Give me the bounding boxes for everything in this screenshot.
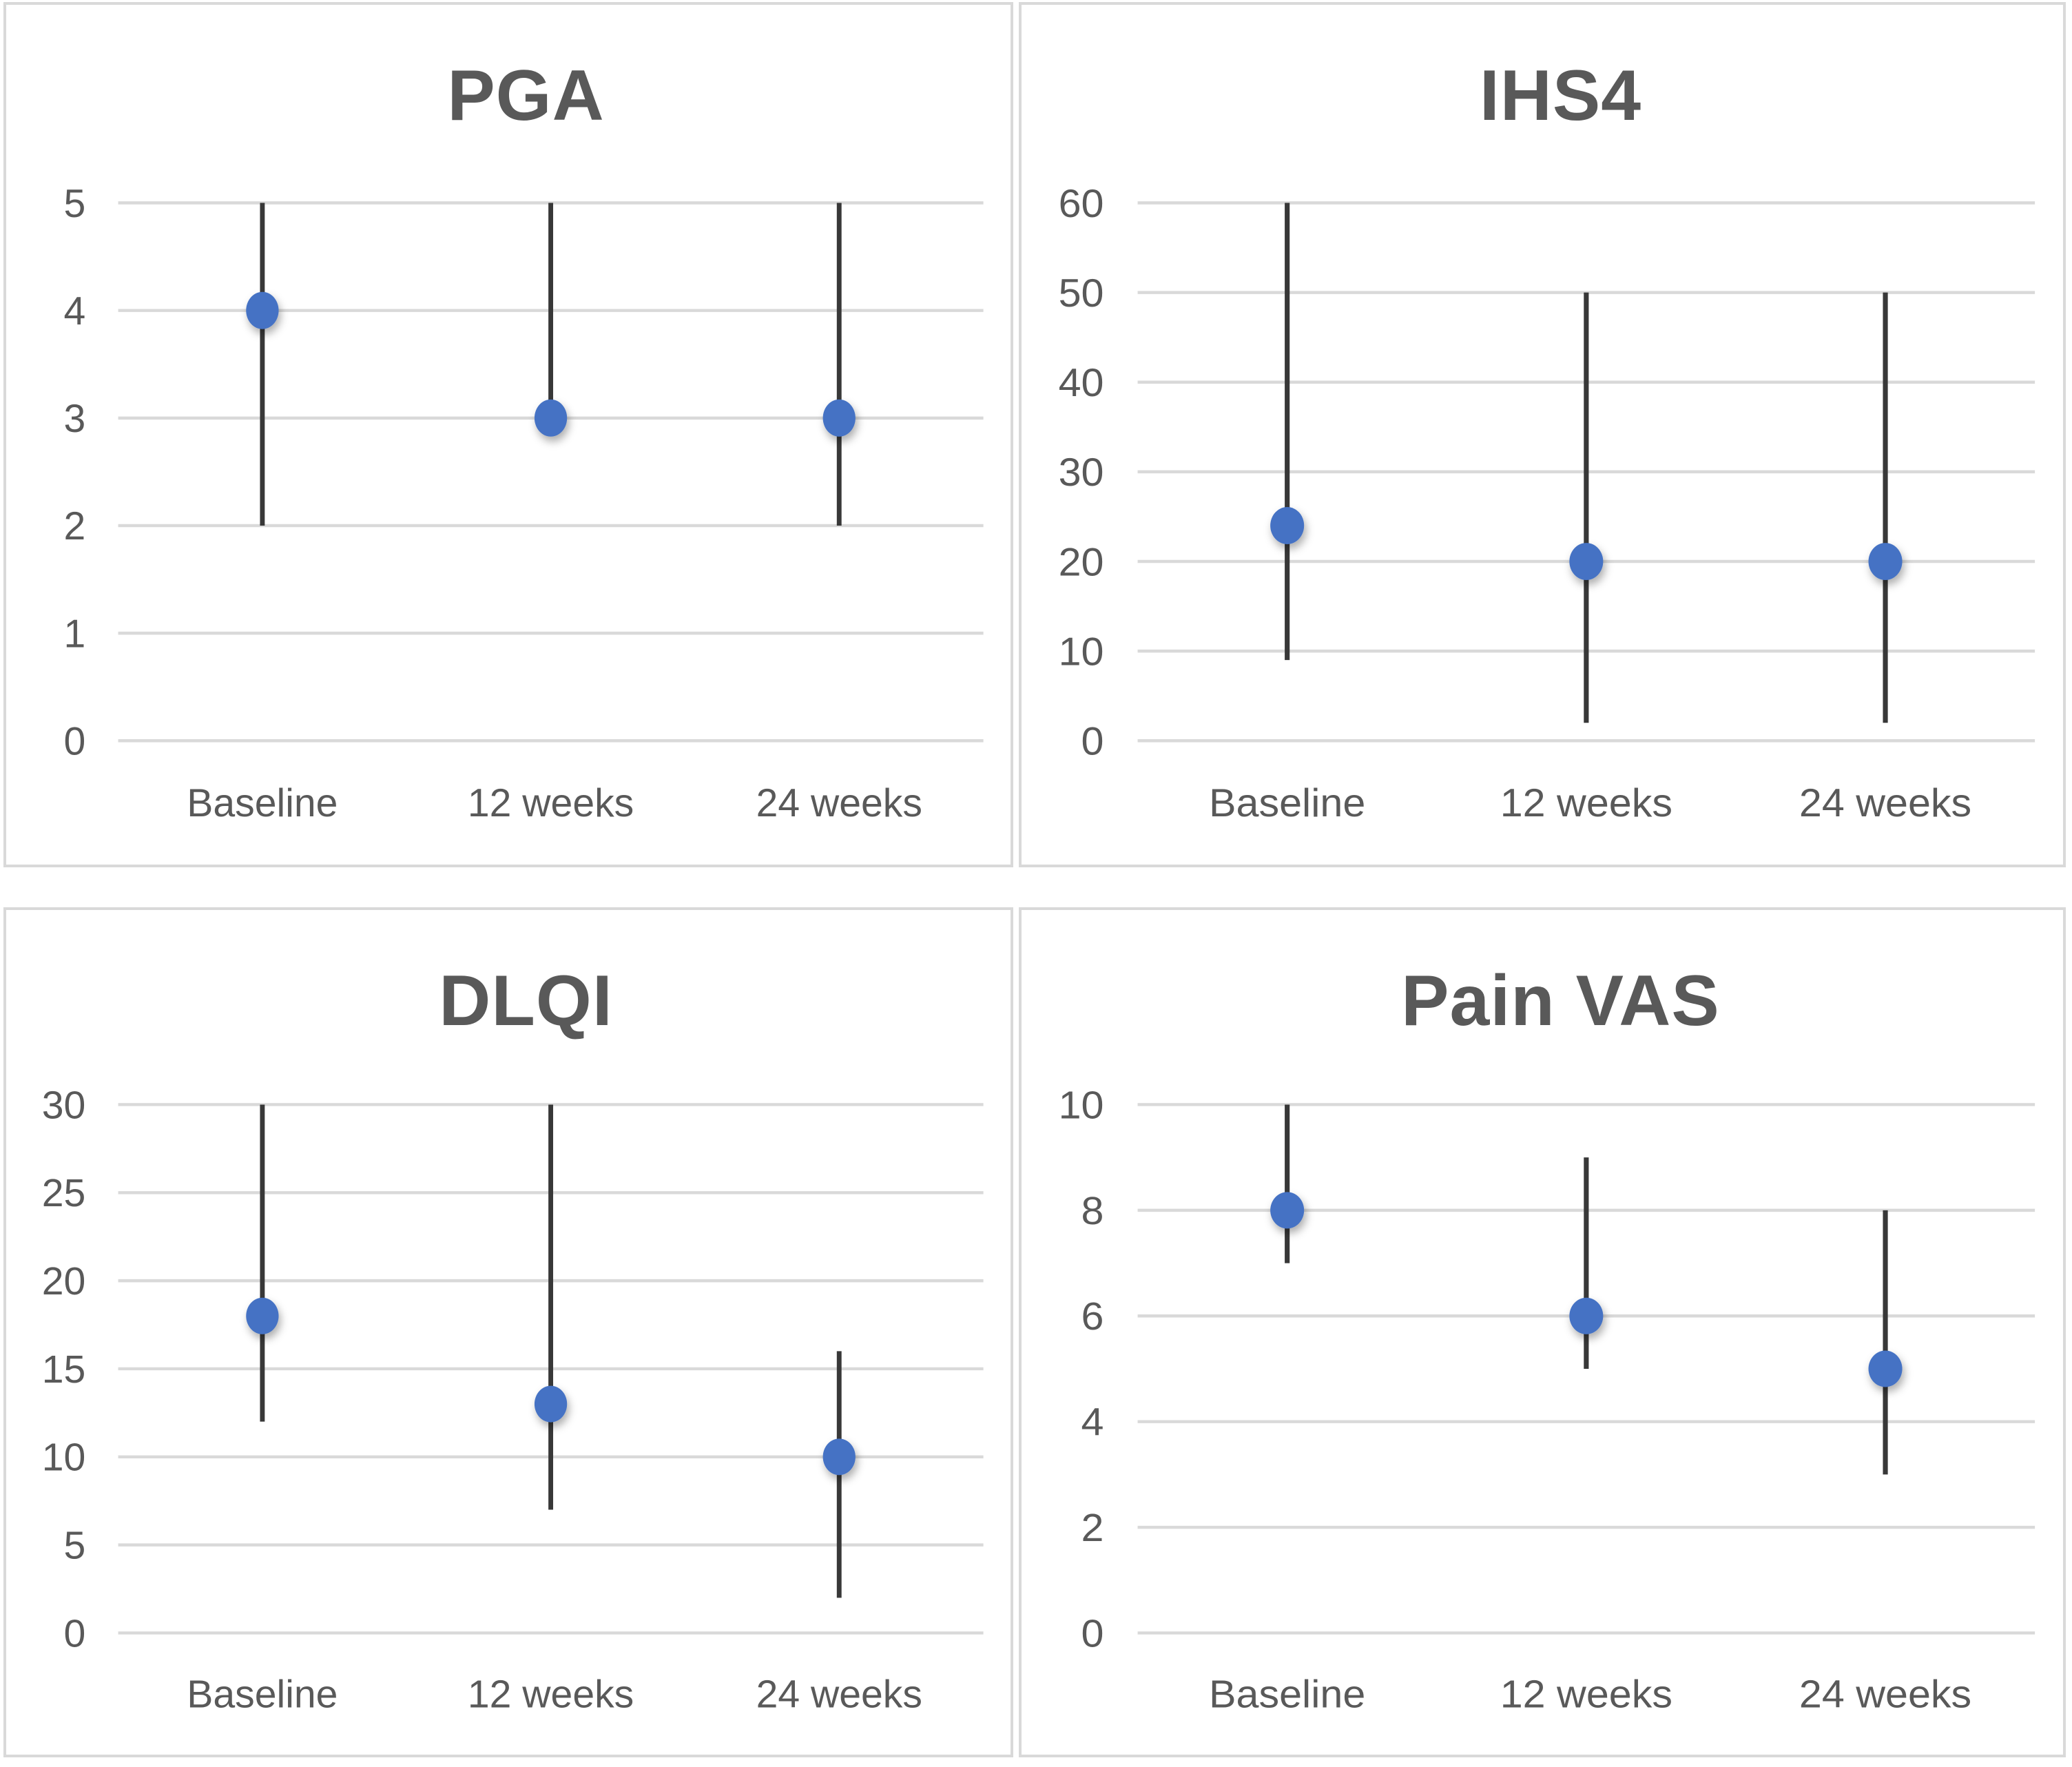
x-category-label: 12 weeks: [1500, 1672, 1672, 1716]
y-tick-label: 6: [1081, 1294, 1104, 1339]
y-tick-label: 0: [1081, 719, 1104, 763]
data-point-marker: [246, 1297, 279, 1334]
y-tick-label: 3: [63, 397, 85, 441]
data-point-marker: [534, 399, 568, 437]
x-category-label: Baseline: [1209, 781, 1365, 825]
y-tick-label: 50: [1059, 271, 1104, 316]
x-category-label: 12 weeks: [1500, 781, 1672, 825]
y-tick-label: 60: [1059, 181, 1104, 225]
data-point-marker: [246, 291, 279, 329]
y-tick-label: 8: [1081, 1189, 1104, 1233]
data-point-marker: [1868, 543, 1903, 580]
data-point-marker: [822, 1438, 856, 1476]
data-point-marker: [1270, 1192, 1305, 1229]
y-tick-label: 25: [42, 1171, 86, 1215]
chart-title-pain-vas: Pain VAS: [1401, 961, 1720, 1041]
chart-panel-ihs4: IHS4 0 10 20 30 40 50 60 Baseline 12 weeks 24 wee…: [1019, 2, 2066, 867]
y-tick-label: 2: [63, 504, 85, 548]
x-category-label: 12 weeks: [468, 781, 634, 825]
chart-title-pga: PGA: [447, 56, 605, 136]
data-point-marker: [1270, 507, 1305, 544]
x-category-label: 24 weeks: [1799, 781, 1971, 825]
chart-title-ihs4: IHS4: [1479, 56, 1642, 136]
chart-ihs4: 0 10 20 30 40 50 60 Baseline 12 weeks 24 weeks: [1059, 181, 2035, 825]
y-tick-label: 30: [42, 1083, 86, 1127]
x-category-label: 24 weeks: [756, 1672, 922, 1716]
x-category-label: Baseline: [1209, 1672, 1365, 1716]
x-category-label: Baseline: [187, 781, 338, 825]
data-point-marker: [534, 1385, 568, 1423]
y-tick-label: 5: [63, 181, 85, 225]
data-point-marker: [1569, 1297, 1604, 1334]
y-tick-label: 0: [63, 1611, 85, 1655]
y-tick-label: 20: [42, 1259, 86, 1303]
y-tick-label: 2: [1081, 1506, 1104, 1550]
y-tick-label: 10: [1059, 630, 1104, 674]
chart-pga: 0 1 2 3 4 5 Baseline 12 weeks 24 weeks: [63, 181, 984, 825]
chart-dlqi: 0 5 10 15 20 25 30 Baseline 12 weeks 24 weeks: [42, 1083, 984, 1716]
y-tick-label: 5: [63, 1524, 85, 1568]
y-tick-label: 10: [1059, 1083, 1104, 1127]
chart-title-dlqi: DLQI: [439, 961, 613, 1041]
y-tick-label: 4: [63, 289, 85, 333]
chart-pain-vas: 0 2 4 6 8 10 Baseline 12 weeks 24 weeks: [1059, 1083, 2035, 1716]
x-category-label: 12 weeks: [468, 1672, 634, 1716]
y-tick-label: 0: [63, 719, 85, 763]
y-tick-label: 15: [42, 1347, 86, 1392]
data-point-marker: [822, 399, 856, 437]
chart-panel-pga: PGA 0 1 2 3 4 5 Baseline 12 weeks 24 weeks: [3, 2, 1013, 867]
y-tick-label: 10: [42, 1436, 86, 1480]
y-tick-label: 1: [63, 612, 85, 656]
data-point-marker: [1569, 543, 1604, 580]
y-tick-label: 30: [1059, 451, 1104, 495]
chart-panel-pain-vas: Pain VAS 0 2 4 6 8 10 Baseline 12 weeks 24 weeks: [1019, 907, 2066, 1757]
chart-panel-dlqi: DLQI 0 5 10 15 20 25 30 Baseline 12 weeks 24 week…: [3, 907, 1013, 1757]
y-tick-label: 0: [1081, 1611, 1104, 1655]
y-tick-label: 20: [1059, 540, 1104, 584]
data-point-marker: [1868, 1350, 1903, 1387]
figure-grid: PGA 0 1 2 3 4 5 Baseline 12 weeks 24 weeks IHS4 …: [3, 2, 2069, 1763]
y-tick-label: 40: [1059, 361, 1104, 405]
x-category-label: Baseline: [187, 1672, 338, 1716]
y-tick-label: 4: [1081, 1401, 1104, 1445]
x-category-label: 24 weeks: [1799, 1672, 1971, 1716]
x-category-label: 24 weeks: [756, 781, 922, 825]
